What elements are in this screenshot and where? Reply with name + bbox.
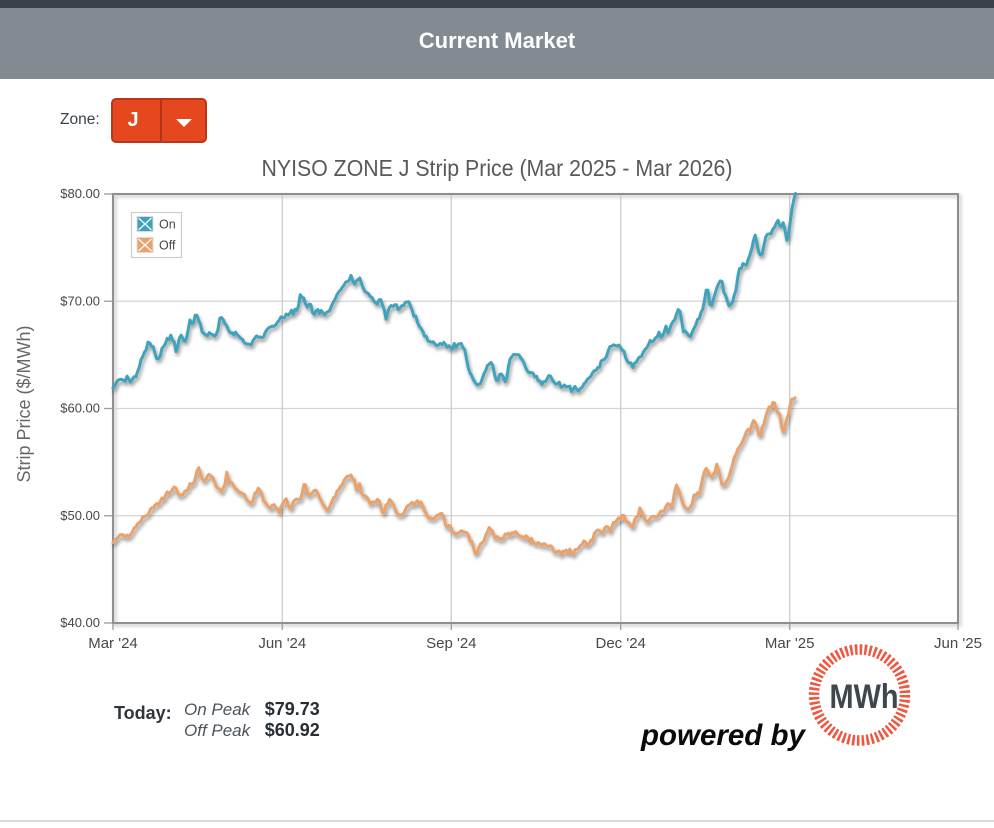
svg-text:$60.00: $60.00 (60, 401, 100, 416)
svg-text:Mar '24: Mar '24 (88, 635, 138, 652)
svg-text:Dec '24: Dec '24 (596, 635, 646, 652)
svg-text:NYISO ZONE J Strip Price (Mar: NYISO ZONE J Strip Price (Mar 2025 - Mar… (262, 155, 733, 181)
svg-text:$40.00: $40.00 (60, 615, 100, 630)
svg-text:Jun '24: Jun '24 (258, 635, 306, 652)
svg-text:Sep '24: Sep '24 (426, 635, 476, 652)
svg-text:Jun '25: Jun '25 (934, 635, 982, 652)
svg-text:Strip Price ($/MWh): Strip Price ($/MWh) (14, 325, 34, 482)
svg-text:$80.00: $80.00 (60, 186, 100, 201)
svg-text:$50.00: $50.00 (60, 508, 100, 523)
svg-text:Off: Off (159, 239, 176, 253)
svg-text:On: On (159, 218, 176, 232)
svg-text:$70.00: $70.00 (60, 293, 100, 308)
svg-text:MWh: MWh (830, 678, 899, 716)
svg-text:Mar '25: Mar '25 (765, 635, 815, 652)
